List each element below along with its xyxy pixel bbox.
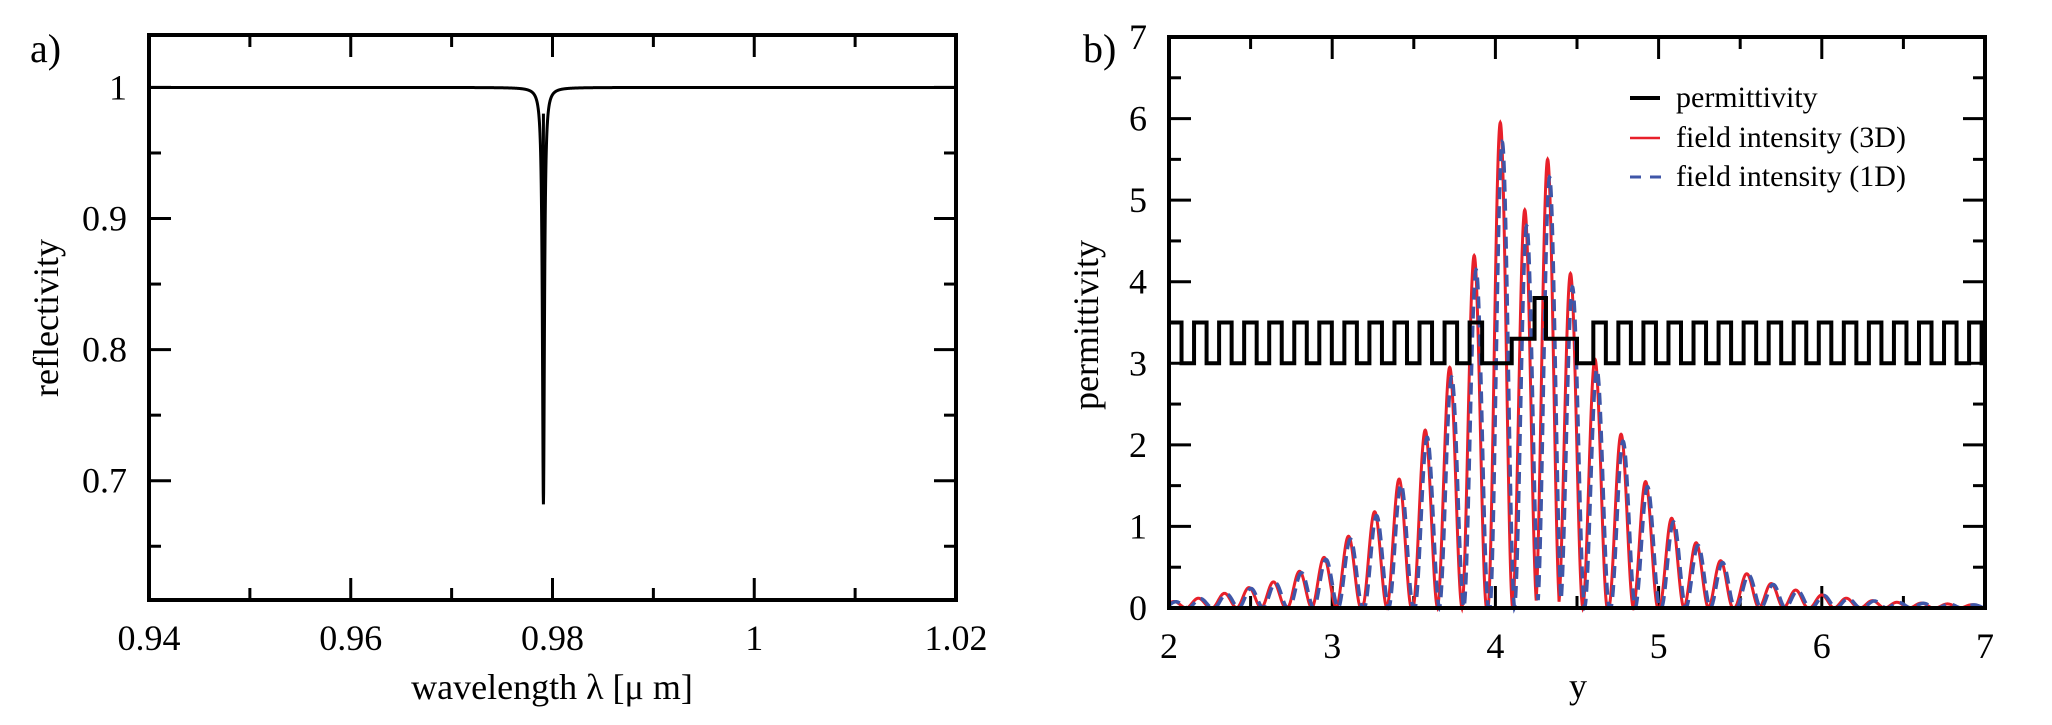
y-tick-label: 0 — [1129, 588, 1147, 628]
panel-a-frame — [147, 33, 958, 602]
x-tick-label: 1.02 — [925, 618, 988, 658]
permittivity-line — [1169, 296, 1985, 366]
panel-a-x-tick-labels: 0.94 0.96 0.98 1 1.02 — [118, 618, 988, 658]
x-tick-label: 4 — [1486, 626, 1504, 666]
reflectivity-line — [149, 85, 956, 505]
y-tick-label: 0.9 — [82, 199, 127, 239]
panel-b-x-tick-labels: 2 3 4 5 6 7 — [1160, 626, 1994, 666]
panel-b-permittivity-chart: b) 2 3 4 5 6 7 0 1 2 3 4 5 6 7 permittivity field in… — [1066, 17, 1994, 706]
y-tick-label: 5 — [1129, 180, 1147, 220]
y-tick-label: 1 — [109, 67, 127, 107]
x-tick-label: 0.98 — [521, 618, 584, 658]
legend: permittivity field intensity (3D) field … — [1630, 81, 1906, 193]
y-tick-label: 0.8 — [82, 330, 127, 370]
x-tick-label: 3 — [1323, 626, 1341, 666]
field-intensity-1d-line — [1167, 138, 1986, 614]
y-tick-label: 7 — [1129, 17, 1147, 57]
x-tick-label: 1 — [745, 618, 763, 658]
panel-a-reflectivity-chart: a) 0.94 0.96 0.98 1 1.02 0.7 0.8 0.9 1 waveleng… — [26, 26, 988, 707]
panel-b-frame — [1167, 35, 1987, 610]
panel-b-y-tick-labels: 0 1 2 3 4 5 6 7 — [1129, 17, 1147, 628]
x-tick-label: 0.96 — [319, 618, 382, 658]
x-tick-label: 2 — [1160, 626, 1178, 666]
panel-a-ticks — [147, 35, 958, 600]
y-tick-label: 0.7 — [82, 461, 127, 501]
y-tick-label: 4 — [1129, 262, 1147, 302]
x-tick-label: 0.94 — [118, 618, 181, 658]
panel-b-x-axis-label: y — [1569, 666, 1587, 706]
panel-a-y-tick-labels: 0.7 0.8 0.9 1 — [82, 67, 127, 500]
legend-label-field-1d: field intensity (1D) — [1676, 160, 1906, 193]
panel-b-label: b) — [1083, 26, 1116, 71]
x-tick-label: 7 — [1976, 626, 1994, 666]
y-tick-label: 3 — [1129, 343, 1147, 383]
legend-label-permittivity: permittivity — [1676, 81, 1818, 114]
panel-a-y-axis-label: reflectivity — [26, 239, 66, 397]
panel-a-x-axis-label: wavelength λ [μ m] — [411, 667, 693, 707]
panel-a-label: a) — [30, 26, 61, 71]
panel-b-y-axis-label: permittivity — [1066, 240, 1106, 410]
y-tick-label: 6 — [1129, 99, 1147, 139]
x-tick-label: 5 — [1650, 626, 1668, 666]
y-tick-label: 1 — [1129, 506, 1147, 546]
legend-label-field-3d: field intensity (3D) — [1676, 121, 1906, 154]
y-tick-label: 2 — [1129, 425, 1147, 465]
x-tick-label: 6 — [1813, 626, 1831, 666]
